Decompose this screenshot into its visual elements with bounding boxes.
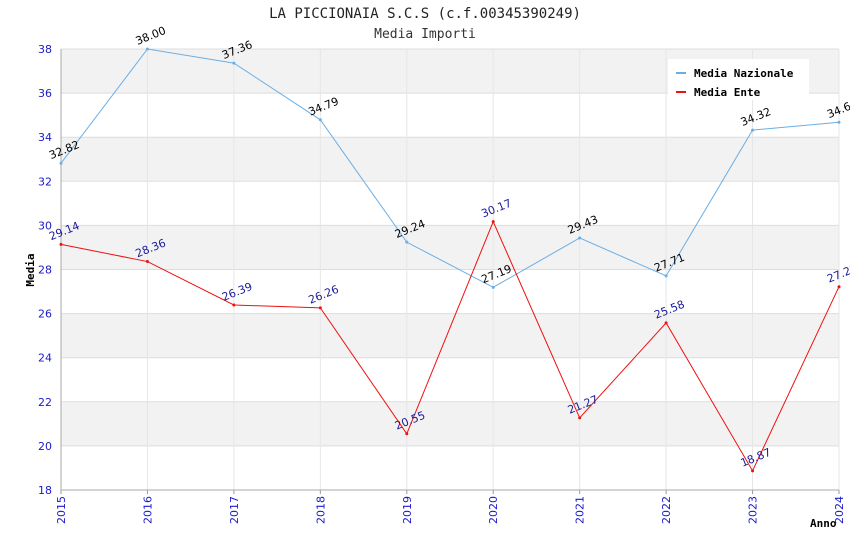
- y-tick-label: 26: [38, 308, 52, 321]
- grid-band: [61, 269, 839, 314]
- y-tick-label: 18: [38, 484, 52, 497]
- data-point: [664, 274, 668, 278]
- data-point: [491, 220, 495, 224]
- series-line-0: [60, 48, 840, 288]
- y-tick-label: 22: [38, 396, 52, 409]
- data-point: [318, 118, 322, 122]
- grid-band: [61, 357, 839, 402]
- y-tick-label: 34: [38, 131, 52, 144]
- y-axis-title: Media: [24, 253, 37, 286]
- data-point: [837, 120, 841, 124]
- data-point: [578, 416, 582, 420]
- x-tick-label: 2019: [401, 496, 414, 524]
- grid-band: [61, 137, 839, 182]
- series-line-1: [60, 220, 840, 472]
- grid-band: [61, 313, 839, 358]
- data-point: [405, 432, 409, 436]
- x-tick-label: 2016: [141, 496, 154, 524]
- x-tick-label: 2024: [833, 496, 846, 524]
- y-tick-label: 30: [38, 219, 52, 232]
- y-tick-label: 38: [38, 43, 52, 56]
- x-tick-label: 2023: [747, 496, 760, 524]
- data-label: 38.00: [134, 24, 168, 48]
- grid-band: [61, 93, 839, 138]
- chart-title: LA PICCIONAIA S.C.S (c.f.00345390249): [269, 6, 581, 22]
- y-tick-label: 20: [38, 440, 52, 453]
- y-tick-label: 24: [38, 352, 52, 365]
- y-tick-label: 36: [38, 87, 52, 100]
- data-point: [751, 469, 755, 473]
- data-point: [578, 236, 582, 240]
- data-point: [664, 321, 668, 325]
- data-point: [491, 285, 495, 289]
- data-point: [751, 128, 755, 132]
- x-tick-label: 2021: [574, 496, 587, 524]
- legend-entry: Media Ente: [694, 86, 761, 99]
- data-point: [232, 303, 236, 307]
- x-tick-label: 2020: [487, 496, 500, 524]
- legend-box: [668, 59, 809, 100]
- chart-subtitle: Media Importi: [374, 27, 476, 42]
- y-tick-label: 28: [38, 264, 52, 277]
- data-point: [405, 240, 409, 244]
- data-point: [837, 285, 841, 289]
- data-point: [145, 260, 149, 264]
- data-point: [232, 61, 236, 65]
- x-tick-label: 2022: [660, 496, 673, 524]
- data-point: [318, 306, 322, 310]
- data-point: [145, 47, 149, 51]
- legend-entry: Media Nazionale: [694, 67, 794, 80]
- grid-band: [61, 401, 839, 446]
- x-tick-label: 2018: [314, 496, 327, 524]
- data-point: [59, 242, 63, 246]
- y-tick-label: 32: [38, 175, 52, 188]
- grid-band: [61, 181, 839, 226]
- data-point: [59, 161, 63, 165]
- x-tick-label: 2017: [228, 496, 241, 524]
- x-axis-title: Anno: [810, 517, 837, 530]
- grid-band: [61, 445, 839, 490]
- x-tick-label: 2015: [55, 496, 68, 524]
- grid-band: [61, 225, 839, 270]
